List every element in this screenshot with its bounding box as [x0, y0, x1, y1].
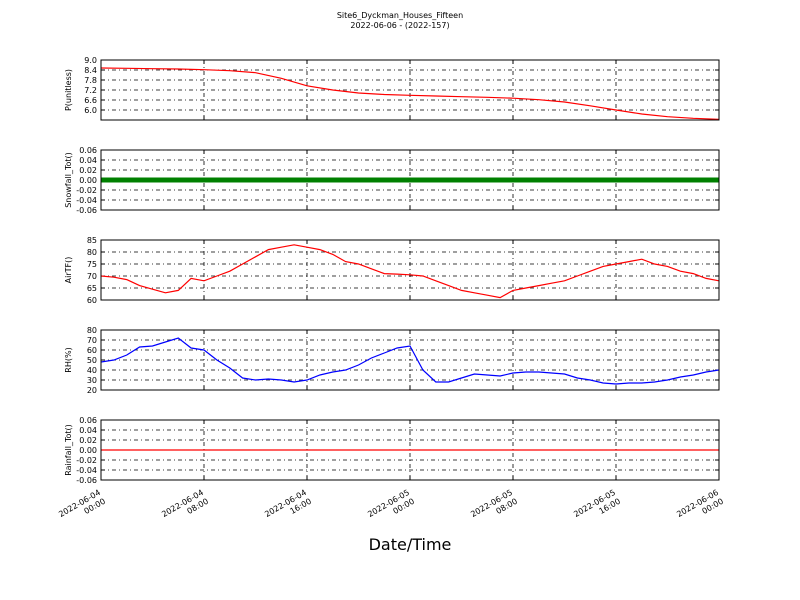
ytick-label: 65: [87, 284, 97, 293]
xtick-label: 2022-06-0508:00: [469, 488, 519, 528]
ytick-label: -0.02: [76, 456, 97, 465]
ytick-label: 40: [87, 366, 97, 375]
xtick-label: 2022-06-0516:00: [572, 488, 622, 528]
ytick-label: 80: [87, 248, 97, 257]
ytick-label: -0.04: [76, 466, 97, 475]
ytick-label: 30: [87, 376, 97, 385]
xtick-label: 2022-06-0408:00: [160, 488, 210, 528]
panel-rainfall: -0.06-0.04-0.020.000.020.040.06 Rainfall_…: [64, 416, 720, 485]
ytick-label: -0.04: [76, 196, 97, 205]
chart-title: Site6_Dyckman_Houses_Fifteen: [336, 11, 464, 20]
series-line: [100, 244, 720, 299]
ytick-label: 60: [87, 296, 97, 305]
ytick-label: 0.02: [79, 166, 97, 175]
plot-frame: [100, 59, 720, 121]
ytick-label: 9.0: [84, 56, 97, 65]
ytick-label: 50: [87, 356, 97, 365]
ytick-label: 85: [87, 236, 97, 245]
chart-subtitle: 2022-06-06 - (2022-157): [350, 21, 450, 30]
ytick-label: 7.8: [84, 76, 97, 85]
panel-snowfall: -0.06-0.04-0.020.000.020.040.06 Snowfall_…: [64, 146, 720, 215]
ytick-label: 7.2: [84, 86, 97, 95]
ytick-label: 0.00: [79, 176, 97, 185]
ytick-label: 6.6: [84, 96, 97, 105]
ytick-label: 80: [87, 326, 97, 335]
xtick-label: 2022-06-0500:00: [366, 488, 416, 528]
ylabel: AirTF(): [64, 257, 73, 284]
ytick-label: 6.0: [84, 106, 97, 115]
ytick-label: 20: [87, 386, 97, 395]
ytick-label: -0.06: [76, 476, 97, 485]
ylabel: Rainfall_Tot(): [64, 424, 73, 476]
ytick-label: 0.06: [79, 146, 97, 155]
ytick-label: 0.06: [79, 416, 97, 425]
series-line: [100, 67, 720, 120]
ytick-label: 8.4: [84, 66, 97, 75]
ylabel: Snowfall_Tot(): [64, 152, 73, 208]
ytick-label: 0.02: [79, 436, 97, 445]
panel-pressure: 6.06.67.27.88.49.0 P(unitless): [64, 56, 720, 121]
ytick-label: 60: [87, 346, 97, 355]
ytick-label: 0.00: [79, 446, 97, 455]
panel-air-temp: 60 65 70 75 80 85 AirTF(): [64, 236, 720, 305]
ytick-label: 70: [87, 336, 97, 345]
plot-frame: [100, 149, 720, 211]
ylabel: P(unitless): [64, 69, 73, 111]
xtick-label: 2022-06-0416:00: [263, 488, 313, 528]
plot-frame: [100, 419, 720, 481]
ytick-label: 0.04: [79, 156, 97, 165]
xtick-label: 2022-06-0600:00: [675, 488, 725, 528]
series-line: [100, 337, 720, 385]
ylabel: RH(%): [64, 347, 73, 372]
xtick-label: 2022-06-0400:00: [57, 488, 107, 528]
ytick-label: -0.02: [76, 186, 97, 195]
plot-frame: [100, 329, 720, 391]
plot-frame: [100, 239, 720, 301]
ytick-label: -0.06: [76, 206, 97, 215]
ytick-label: 0.04: [79, 426, 97, 435]
ytick-label: 75: [87, 260, 97, 269]
xlabel: Date/Time: [369, 535, 452, 554]
ytick-label: 70: [87, 272, 97, 281]
